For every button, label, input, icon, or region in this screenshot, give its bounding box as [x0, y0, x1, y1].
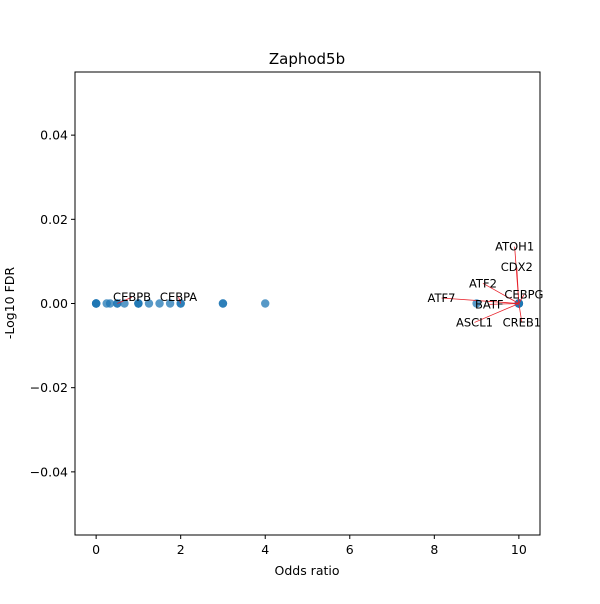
data-point	[165, 299, 175, 308]
x-tick-label: 2	[177, 542, 185, 557]
annotation-arrow	[117, 296, 133, 304]
chart-title: Zaphod5b	[269, 50, 345, 68]
data-point	[105, 299, 115, 308]
y-tick-label: 0.04	[40, 128, 68, 143]
annotation-arrow	[489, 303, 519, 305]
data-point	[134, 299, 143, 308]
x-tick-label: 0	[92, 542, 100, 557]
x-tick-label: 10	[511, 542, 527, 557]
annotation-arrow	[518, 303, 523, 323]
annotation-label: CEBPG	[504, 288, 543, 302]
annotation-arrow	[516, 266, 520, 304]
annotation-label: ATOH1	[495, 240, 534, 254]
data-point	[155, 299, 164, 308]
annotation-arrow	[178, 297, 182, 304]
annotation-arrow	[482, 282, 520, 304]
annotation-label: CDX2	[501, 260, 533, 274]
x-tick-label: 6	[346, 542, 354, 557]
annotation-arrow	[441, 297, 519, 304]
annotation-label: CEBPB	[113, 290, 151, 304]
y-tick-label: 0.02	[40, 212, 68, 227]
annotation-label: ATF2	[469, 276, 497, 290]
data-point	[261, 299, 270, 308]
plot-area: CEBPB CEBPA ATOH1 CDX2 ATF2 CEBPG ATF7 BATF ASCL…	[30, 71, 543, 557]
y-axis-label: -Log10 FDR	[2, 267, 17, 340]
x-tick-label: 8	[430, 542, 438, 557]
y-tick-label: −0.04	[30, 464, 68, 479]
data-point	[472, 299, 481, 308]
annotation-label: ATF7	[428, 291, 456, 305]
data-point	[218, 299, 228, 308]
annotation-label: CREB1	[503, 315, 542, 329]
annotation-arrow	[518, 294, 525, 304]
annotation-label: BATF	[475, 297, 504, 311]
data-point	[144, 299, 154, 308]
x-tick-label: 4	[261, 542, 269, 557]
annotation-arrow	[474, 303, 520, 323]
y-tick-label: 0.00	[40, 296, 68, 311]
y-tick-label: −0.02	[30, 380, 68, 395]
annotation-label: CEBPA	[160, 290, 197, 304]
x-axis-label: Odds ratio	[274, 563, 339, 578]
annotation-label: ASCL1	[456, 315, 493, 329]
data-point	[91, 299, 101, 308]
